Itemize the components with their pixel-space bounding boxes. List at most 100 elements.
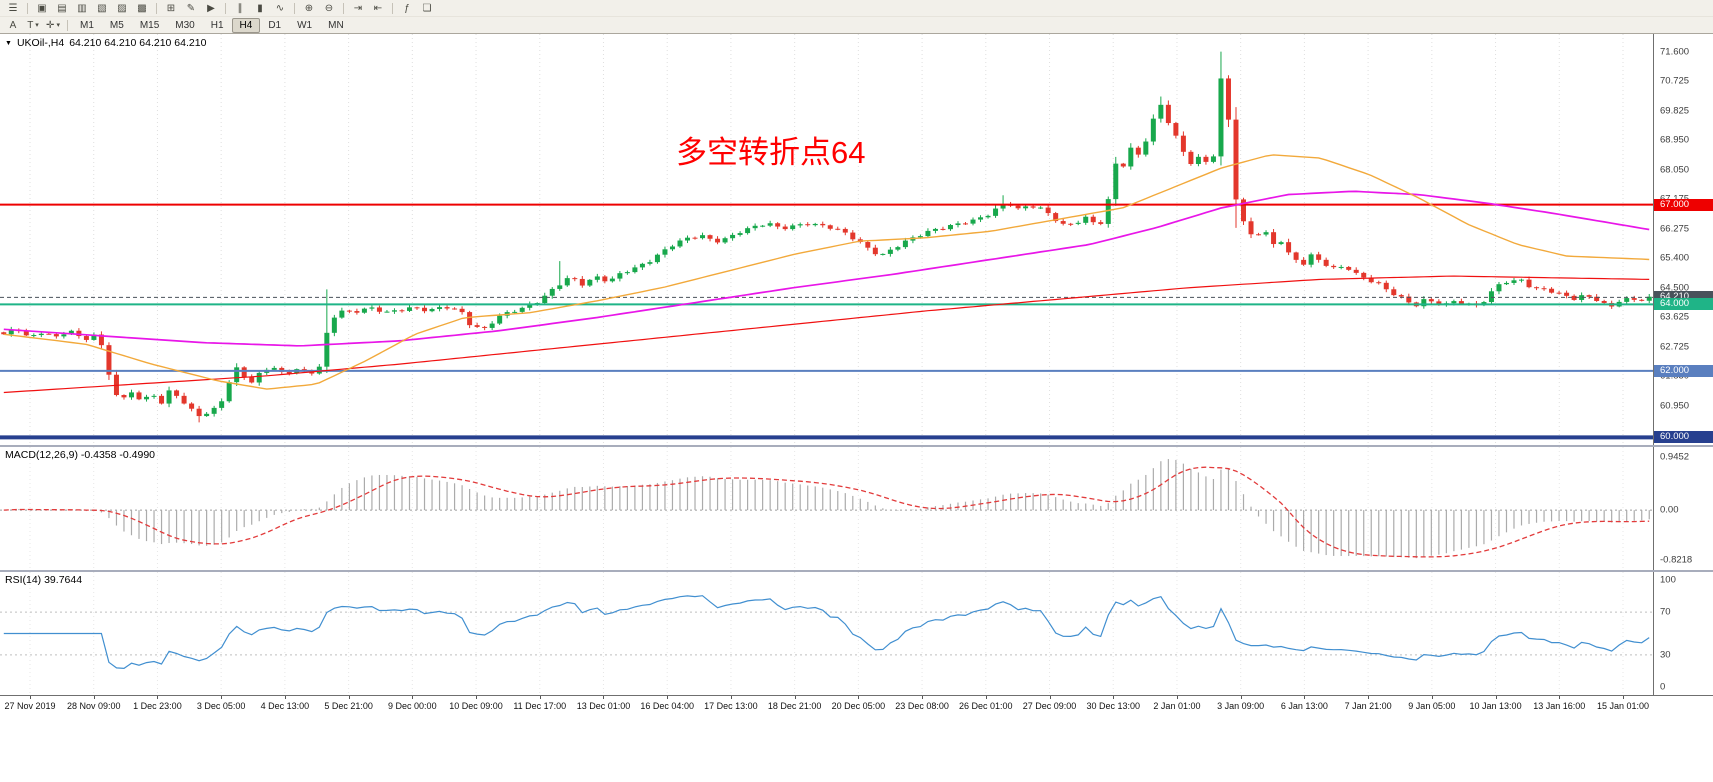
profiles-icon[interactable]: ▤ <box>57 2 67 14</box>
time-label: 11 Dec 17:00 <box>513 701 567 711</box>
fast-ma[interactable] <box>3 154 1650 390</box>
timeframe-button-d1[interactable]: D1 <box>268 19 282 31</box>
timeframe-button-m1[interactable]: M1 <box>80 19 94 31</box>
toolbar-separator <box>27 2 28 14</box>
chart-shift-icon[interactable]: ⇤ <box>373 2 383 14</box>
new-order-icon[interactable]: ⊞ <box>166 2 176 14</box>
line-chart-icon[interactable]: ∿ <box>275 2 285 14</box>
time-label: 3 Jan 09:00 <box>1217 701 1265 711</box>
templates-icon[interactable]: ❏ <box>422 2 432 14</box>
price-level-label: 64.000 <box>1654 298 1713 311</box>
timeframe-button-h4[interactable]: H4 <box>231 17 261 33</box>
auto-scroll-icon[interactable]: ⇥ <box>353 2 363 14</box>
time-tick <box>284 696 286 699</box>
timeframe-button-h1[interactable]: H1 <box>210 19 224 31</box>
time-label: 27 Dec 09:00 <box>1022 701 1077 711</box>
time-tick <box>1495 696 1497 699</box>
price-tick-label: 60.950 <box>1660 400 1690 412</box>
time-label: 13 Jan 16:00 <box>1533 701 1586 711</box>
price-scale[interactable]: 71.60070.72569.82568.95068.05067.17566.2… <box>1653 34 1713 445</box>
zoom-out-icon[interactable]: ⊖ <box>324 2 334 14</box>
time-label: 15 Jan 01:00 <box>1596 701 1650 711</box>
toolbar-separator <box>156 2 157 14</box>
panel-splitter[interactable] <box>0 570 1713 572</box>
rsi-scale[interactable]: 100 70 30 0 <box>1653 572 1713 695</box>
time-tick <box>412 696 414 699</box>
timeframe-button-m15[interactable]: M15 <box>139 19 160 31</box>
symbol-name: UKOil-,H4 <box>16 37 65 49</box>
time-label: 10 Dec 09:00 <box>449 701 503 711</box>
rsi-scale-label: 70 <box>1660 606 1671 618</box>
metaeditor-icon[interactable]: ✎ <box>186 2 196 14</box>
macd-label: MACD(12,26,9) -0.4358 -0.4990 <box>5 449 155 461</box>
time-tick <box>93 696 95 699</box>
time-tick <box>667 696 669 699</box>
timeframe-button-mn[interactable]: MN <box>328 19 344 31</box>
macd-scale[interactable]: 0.9452 0.00 -0.8218 <box>1653 447 1713 570</box>
rsi-scale-label: 100 <box>1660 574 1676 586</box>
chart-annotation-text[interactable]: 多空转折点64 <box>676 135 866 170</box>
macd-plot-svg[interactable] <box>0 447 1653 570</box>
macd-scale-label: -0.8218 <box>1660 554 1693 566</box>
timeframe-button-m30[interactable]: M30 <box>175 19 195 31</box>
time-label: 30 Dec 13:00 <box>1086 701 1141 711</box>
draw-tools-dropdown[interactable]: ✛ ▾ <box>46 19 60 31</box>
data-window-icon[interactable]: ▧ <box>97 2 107 14</box>
time-label: 23 Dec 08:00 <box>895 701 949 711</box>
macd-panel: MACD(12,26,9) -0.4358 -0.4990 0.9452 0.00… <box>0 447 1713 570</box>
indicators-icon[interactable]: ƒ <box>404 2 410 14</box>
symbol-ohlc-values: 64.210 64.210 64.210 64.210 <box>69 37 207 49</box>
time-label: 7 Jan 21:00 <box>1344 701 1392 711</box>
price-plot-svg[interactable] <box>0 34 1653 445</box>
macd-plot[interactable]: MACD(12,26,9) -0.4358 -0.4990 <box>0 447 1653 570</box>
time-tick <box>1049 696 1051 699</box>
time-label: 26 Dec 01:00 <box>959 701 1013 711</box>
time-tick <box>1559 696 1561 699</box>
macd-scale-label: 0.00 <box>1660 504 1679 516</box>
toolbar-row-2: A T ▾ ✛ ▾ M1 M5 M15 M30 H1 H4 D1 W1 MN <box>0 16 1713 33</box>
text-tool[interactable]: T ▾ <box>27 19 39 31</box>
navigator-icon[interactable]: ▨ <box>117 2 127 14</box>
time-tick <box>1304 696 1306 699</box>
macd-signal-line <box>3 466 1650 558</box>
rsi-plot[interactable]: RSI(14) 39.7644 <box>0 572 1653 695</box>
timeframe-button-m5[interactable]: M5 <box>109 19 124 31</box>
time-label: 28 Nov 09:00 <box>66 701 121 711</box>
candlestick-chart-icon[interactable]: ▮ <box>257 2 263 14</box>
time-label: 13 Dec 01:00 <box>576 701 631 711</box>
toolbar-separator <box>225 2 226 14</box>
price-tick-label: 64.500 <box>1660 282 1690 294</box>
toolbar: ☰ ▣ ▤ ▥ ▧ ▨ ▩ ⊞ ✎ ▶ ∥ ▮ ∿ ⊕ ⊖ ⇥ ⇤ ƒ ❏ A T ▾ ✛ ▾ M1 M5 M15 M30 H1 H4 D… <box>0 0 1713 34</box>
timeframe-button-w1[interactable]: W1 <box>297 19 313 31</box>
price-chart-plot[interactable]: ▼ UKOil-,H4 64.210 64.210 64.210 64.210 … <box>0 34 1653 445</box>
time-axis[interactable]: 27 Nov 2019 28 Nov 09:00 1 Dec 23:00 3 Dec … <box>0 695 1713 715</box>
time-label: 4 Dec 13:00 <box>260 701 310 711</box>
price-level-label: 67.000 <box>1654 198 1713 211</box>
cursor-tool[interactable]: A <box>9 19 17 31</box>
time-label: 9 Jan 05:00 <box>1408 701 1456 711</box>
slow-ma[interactable] <box>3 275 1650 394</box>
time-tick <box>794 696 796 699</box>
zoom-in-icon[interactable]: ⊕ <box>304 2 314 14</box>
time-label: 9 Dec 00:00 <box>388 701 437 711</box>
time-tick <box>1176 696 1178 699</box>
price-tick-label: 63.625 <box>1660 311 1690 323</box>
new-chart-icon[interactable]: ▣ <box>37 2 47 14</box>
time-tick <box>157 696 159 699</box>
time-tick <box>1368 696 1370 699</box>
menu-icon[interactable]: ☰ <box>8 2 18 14</box>
market-watch-icon[interactable]: ▥ <box>77 2 87 14</box>
symbol-collapse-icon[interactable]: ▼ <box>5 39 12 47</box>
terminal-icon[interactable]: ▩ <box>137 2 147 14</box>
autotrading-icon[interactable]: ▶ <box>207 2 215 14</box>
time-tick <box>1431 696 1433 699</box>
time-tick <box>858 696 860 699</box>
medium-ma[interactable] <box>3 190 1650 347</box>
main-chart-panel: ▼ UKOil-,H4 64.210 64.210 64.210 64.210 … <box>0 34 1713 445</box>
panel-splitter[interactable] <box>0 445 1713 447</box>
time-label: 18 Dec 21:00 <box>767 701 822 711</box>
rsi-plot-svg[interactable] <box>0 572 1653 695</box>
dropdown-arrow-icon: ▾ <box>56 22 60 29</box>
time-label: 6 Jan 13:00 <box>1280 701 1328 711</box>
bar-chart-icon[interactable]: ∥ <box>237 2 243 14</box>
